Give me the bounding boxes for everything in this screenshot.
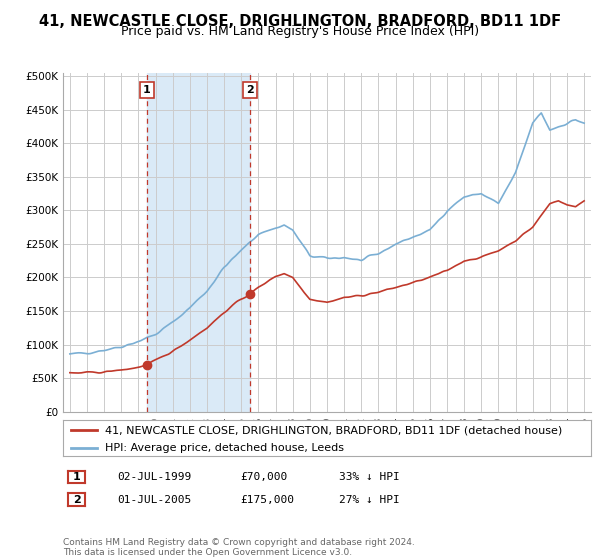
Text: 41, NEWCASTLE CLOSE, DRIGHLINGTON, BRADFORD, BD11 1DF (detached house): 41, NEWCASTLE CLOSE, DRIGHLINGTON, BRADF…	[105, 425, 562, 435]
Text: 1: 1	[73, 472, 80, 482]
Text: 41, NEWCASTLE CLOSE, DRIGHLINGTON, BRADFORD, BD11 1DF: 41, NEWCASTLE CLOSE, DRIGHLINGTON, BRADF…	[39, 14, 561, 29]
Text: Price paid vs. HM Land Registry's House Price Index (HPI): Price paid vs. HM Land Registry's House …	[121, 25, 479, 38]
Text: Contains HM Land Registry data © Crown copyright and database right 2024.
This d: Contains HM Land Registry data © Crown c…	[63, 538, 415, 557]
Text: 33% ↓ HPI: 33% ↓ HPI	[339, 472, 400, 482]
Text: £175,000: £175,000	[240, 494, 294, 505]
Text: 02-JUL-1999: 02-JUL-1999	[117, 472, 191, 482]
Text: 2: 2	[246, 85, 254, 95]
Text: HPI: Average price, detached house, Leeds: HPI: Average price, detached house, Leed…	[105, 444, 344, 454]
Text: 01-JUL-2005: 01-JUL-2005	[117, 494, 191, 505]
Bar	[147, 73, 250, 412]
Text: 1: 1	[143, 85, 151, 95]
Text: £70,000: £70,000	[240, 472, 287, 482]
Text: 2: 2	[73, 494, 80, 505]
Text: 27% ↓ HPI: 27% ↓ HPI	[339, 494, 400, 505]
